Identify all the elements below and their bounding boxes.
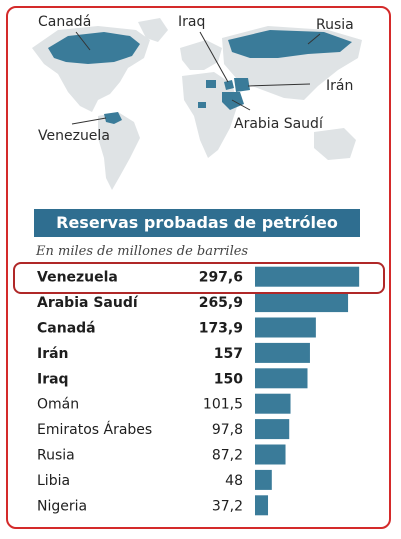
map-greenland: [138, 18, 168, 42]
map-label-rusia: Rusia: [316, 17, 354, 33]
category-label: Omán: [37, 397, 79, 413]
bar: [255, 495, 269, 516]
category-label: Rusia: [37, 448, 75, 464]
bar: [255, 292, 349, 313]
map-russia: [228, 30, 352, 58]
highlight-outline: [13, 262, 385, 294]
map-label-venezuela: Venezuela: [38, 128, 110, 144]
value-label: 101,5: [203, 397, 243, 413]
map-label-iran: Irán: [326, 78, 354, 94]
map-south-america: [98, 112, 140, 190]
map-europe: [180, 40, 222, 70]
value-label: 48: [225, 473, 243, 489]
category-label: Canadá: [37, 321, 96, 337]
map-label-arabia: Arabia Saudí: [234, 116, 323, 132]
map-iraq: [224, 80, 234, 90]
category-label: Irán: [37, 346, 69, 362]
value-label: 157: [214, 346, 243, 362]
category-label: Libia: [37, 473, 70, 489]
map-venezuela: [104, 112, 122, 124]
category-label: Venezuela: [37, 270, 118, 286]
world-map: [32, 18, 362, 190]
chart-subtitle: En miles de millones de barriles: [36, 244, 249, 259]
value-label: 150: [214, 371, 243, 387]
bar: [255, 393, 291, 414]
bar: [255, 266, 360, 287]
bar: [255, 444, 286, 465]
bar: [255, 419, 290, 440]
bar: [255, 342, 310, 363]
map-australia: [314, 128, 356, 160]
outer-frame: [6, 6, 391, 529]
bar: [255, 368, 308, 389]
value-label: 265,9: [199, 295, 243, 311]
chart-title-banner: Reservas probadas de petróleo: [34, 209, 360, 237]
category-label: Iraq: [37, 371, 69, 387]
map-libya: [206, 80, 216, 88]
category-label: Emiratos Árabes: [37, 421, 152, 438]
map-label-iraq: Iraq: [178, 14, 206, 30]
map-iran: [234, 78, 250, 92]
value-label: 97,8: [212, 422, 243, 438]
value-label: 87,2: [212, 448, 243, 464]
map-label-canada: Canadá: [38, 14, 92, 30]
value-label: 37,2: [212, 498, 243, 514]
map-nigeria: [198, 102, 206, 108]
value-label: 173,9: [199, 321, 243, 337]
bar: [255, 317, 316, 338]
bar: [255, 469, 272, 490]
category-label: Nigeria: [37, 498, 87, 514]
map-canada: [48, 32, 140, 64]
value-label: 297,6: [199, 270, 243, 286]
category-label: Arabia Saudí: [37, 295, 139, 311]
